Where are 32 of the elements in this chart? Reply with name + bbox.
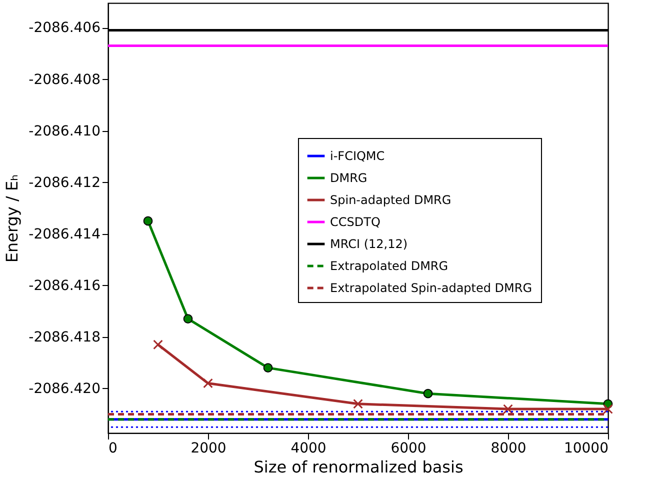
- legend-label: i-FCIQMC: [330, 149, 385, 163]
- point: [603, 404, 613, 414]
- y-tick-label: -2086.408: [28, 72, 100, 88]
- x-tick-label: 4000: [290, 440, 326, 456]
- x-tick-label: 2000: [190, 440, 226, 456]
- point: [203, 378, 213, 388]
- y-tick-label: -2086.406: [28, 20, 101, 36]
- point: [353, 398, 363, 409]
- x-tick-label: 6000: [390, 440, 426, 456]
- y-tick-label: -2086.412: [28, 174, 100, 191]
- legend-label: Spin-adapted DMRG: [330, 193, 452, 207]
- point: [423, 388, 433, 398]
- legend-label: MRCI (12,12): [330, 237, 408, 251]
- x-tick-label: 0: [108, 440, 118, 456]
- x-tick-label: 10000: [564, 440, 608, 456]
- legend-label: DMRG: [330, 171, 368, 185]
- y-tick-label: -2086.420: [28, 380, 100, 397]
- legend-label: Extrapolated DMRG: [330, 259, 448, 273]
- x-tick-label: 8000: [490, 440, 526, 456]
- y-tick-label: -2086.414: [28, 226, 101, 242]
- point: [153, 340, 163, 350]
- point: [183, 314, 193, 324]
- point: [263, 363, 273, 372]
- y-tick-label: -2086.416: [28, 278, 101, 294]
- x-axis-title: Size of renormalized basis: [254, 458, 464, 476]
- legend-label: CCSDTQ: [330, 215, 380, 229]
- point: [503, 404, 513, 414]
- legend-label: Extrapolated Spin-adapted DMRG: [330, 281, 532, 295]
- y-tick-label: -2086.410: [28, 123, 100, 140]
- point: [143, 216, 153, 226]
- y-tick-label: -2086.418: [28, 329, 100, 346]
- y-axis-title: Energy / Eₕ: [2, 174, 22, 263]
